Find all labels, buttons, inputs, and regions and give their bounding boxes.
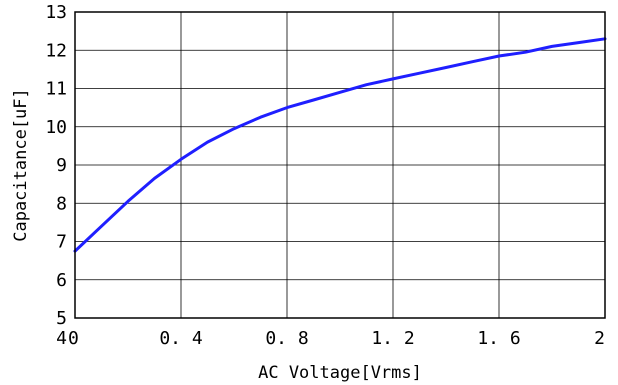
x-tick-label: 2 [594,328,605,349]
y-tick-label: 8 [56,193,67,214]
plot-frame [74,11,606,319]
y-tick-label: 7 [56,232,67,253]
x-axis-title: AC Voltage[Vrms] [258,363,422,383]
y-tick-label: 6 [56,270,67,291]
y-tick-label: 4 [56,328,67,349]
y-tick-label: 9 [56,155,67,176]
x-tick-label: 1. 6 [477,328,520,349]
x-tick-label: 0 [68,328,79,349]
y-axis-title: Capacitance[uF] [11,88,31,242]
y-tick-label: 5 [56,308,67,329]
series-layer [73,37,607,253]
grid [75,12,605,318]
series-line [73,37,607,253]
y-tick-label: 13 [45,2,67,23]
y-tick-label: 10 [45,117,67,138]
x-tick-label: 1. 2 [371,328,414,349]
x-tick-label: 0. 8 [265,328,308,349]
tick-labels: 0 0. 4 0. 8 1. 2 1. 6 2 45 6 7 8 9 10 11 12 13 [45,2,605,349]
y-tick-label: 11 [45,79,67,100]
y-tick-label: 12 [45,40,67,61]
x-tick-label: 0. 4 [159,328,202,349]
